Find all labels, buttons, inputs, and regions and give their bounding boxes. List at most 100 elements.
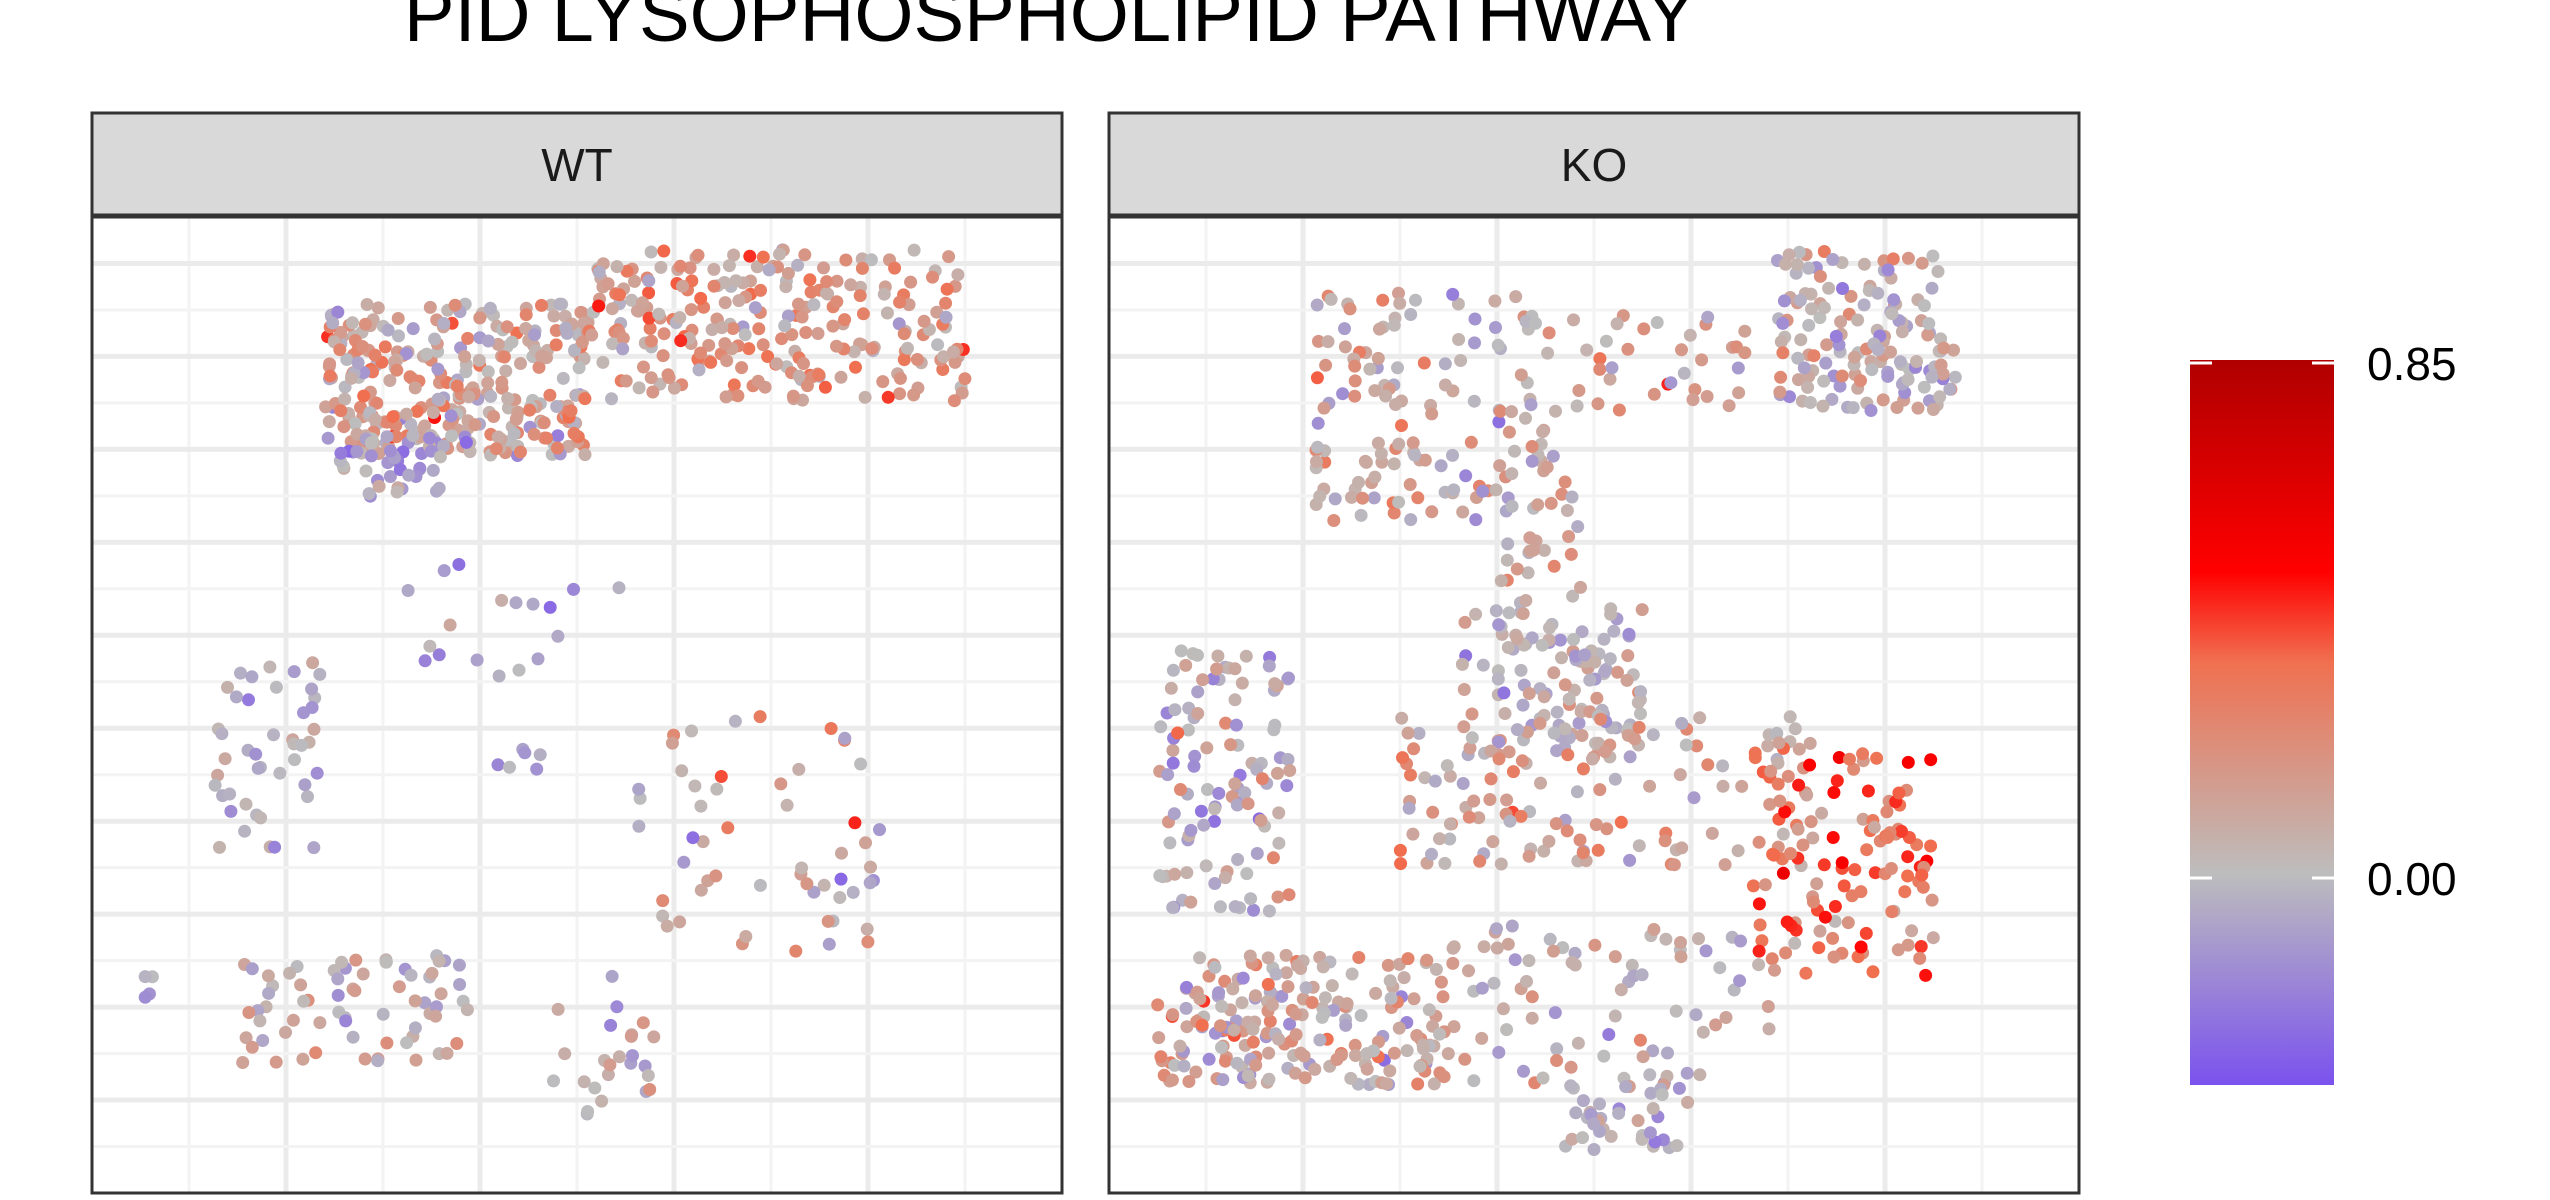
point-ko (1505, 467, 1519, 481)
point-wt (378, 340, 392, 354)
point-wt (428, 332, 442, 346)
point-ko (1553, 633, 1567, 647)
point-ko (1174, 644, 1188, 658)
point-ko (1870, 751, 1884, 765)
point-ko (1515, 754, 1529, 768)
point-ko (1655, 1088, 1669, 1102)
point-ko (1943, 382, 1957, 396)
point-ko (1189, 1065, 1203, 1079)
point-wt (612, 1050, 626, 1064)
point-wt (820, 275, 834, 289)
point-ko (1374, 447, 1388, 461)
point-ko (1885, 905, 1899, 919)
point-ko (1210, 662, 1224, 676)
point-wt (391, 312, 405, 325)
point-wt (523, 403, 537, 417)
point-wt (445, 429, 459, 443)
point-ko (1196, 673, 1210, 687)
point-ko (1924, 753, 1938, 767)
point-ko (1154, 1050, 1168, 1064)
point-wt (332, 1005, 346, 1019)
point-wt (677, 855, 691, 869)
point-ko (1830, 774, 1844, 788)
point-ko (1591, 843, 1605, 857)
point-ko (1610, 317, 1624, 331)
point-ko (1429, 962, 1443, 976)
point-ko (1605, 361, 1619, 375)
point-wt (242, 1006, 256, 1019)
point-ko (1915, 256, 1929, 270)
point-ko (1492, 415, 1506, 429)
point-ko (1761, 1000, 1775, 1013)
point-ko (1647, 923, 1661, 936)
point-ko (1590, 691, 1604, 705)
point-wt (644, 334, 658, 348)
point-ko (1813, 269, 1827, 283)
point-ko (1608, 1009, 1622, 1023)
point-ko (1587, 1117, 1601, 1131)
point-ko (1599, 334, 1613, 348)
point-ko (1354, 1009, 1368, 1022)
point-ko (1881, 263, 1895, 277)
point-ko (1428, 774, 1442, 788)
point-ko (1693, 1068, 1707, 1082)
point-ko (1788, 936, 1802, 950)
point-wt (592, 265, 606, 279)
point-ko (1404, 308, 1418, 321)
point-ko (1803, 758, 1817, 772)
point-ko (1180, 980, 1194, 994)
point-ko (1571, 1036, 1585, 1050)
point-wt (334, 404, 348, 418)
point-ko (1510, 562, 1524, 576)
chart-title: PID LYSOPHOSPHOLIPID PATHWAY (403, 0, 1697, 58)
point-wt (931, 338, 945, 352)
point-wt (372, 479, 386, 493)
point-ko (1215, 999, 1229, 1013)
strip-label-ko: KO (1561, 139, 1627, 191)
point-ko (1705, 826, 1719, 840)
grid-wt (92, 217, 1062, 1193)
point-ko (1164, 681, 1178, 695)
point-wt (313, 1016, 327, 1030)
point-wt (892, 317, 906, 331)
panel-border-wt (90, 215, 1064, 1195)
point-wt (897, 327, 911, 341)
point-ko (1564, 547, 1578, 561)
point-wt (481, 334, 495, 348)
point-wt (509, 596, 523, 610)
point-ko (1843, 752, 1856, 766)
point-ko (1493, 404, 1507, 418)
point-wt (742, 342, 756, 356)
point-ko (1779, 946, 1793, 960)
point-wt (855, 261, 869, 275)
point-ko (1752, 958, 1766, 972)
point-ko (1585, 752, 1599, 766)
point-ko (1519, 594, 1533, 607)
point-ko (1719, 1011, 1733, 1024)
point-wt (848, 816, 862, 830)
point-wt (880, 306, 894, 320)
point-wt (263, 660, 277, 674)
point-wt (951, 268, 965, 282)
point-ko (1600, 822, 1614, 836)
point-ko (1434, 459, 1448, 473)
point-ko (1494, 574, 1508, 588)
point-wt (472, 353, 486, 367)
point-ko (1490, 922, 1503, 936)
point-ko (1165, 1073, 1179, 1087)
point-ko (1200, 741, 1214, 755)
point-wt (632, 782, 646, 796)
point-ko (1406, 827, 1420, 841)
point-wt (423, 431, 437, 445)
point-wt (605, 392, 618, 406)
point-ko (1182, 1075, 1196, 1088)
point-wt (262, 986, 276, 1000)
point-ko (1321, 335, 1335, 349)
point-ko (1437, 1070, 1451, 1084)
point-wt (676, 279, 689, 293)
point-ko (1218, 1054, 1232, 1068)
point-wt (404, 417, 418, 431)
point-ko (1456, 777, 1470, 790)
point-wt (331, 988, 345, 1002)
point-ko (1316, 960, 1330, 974)
